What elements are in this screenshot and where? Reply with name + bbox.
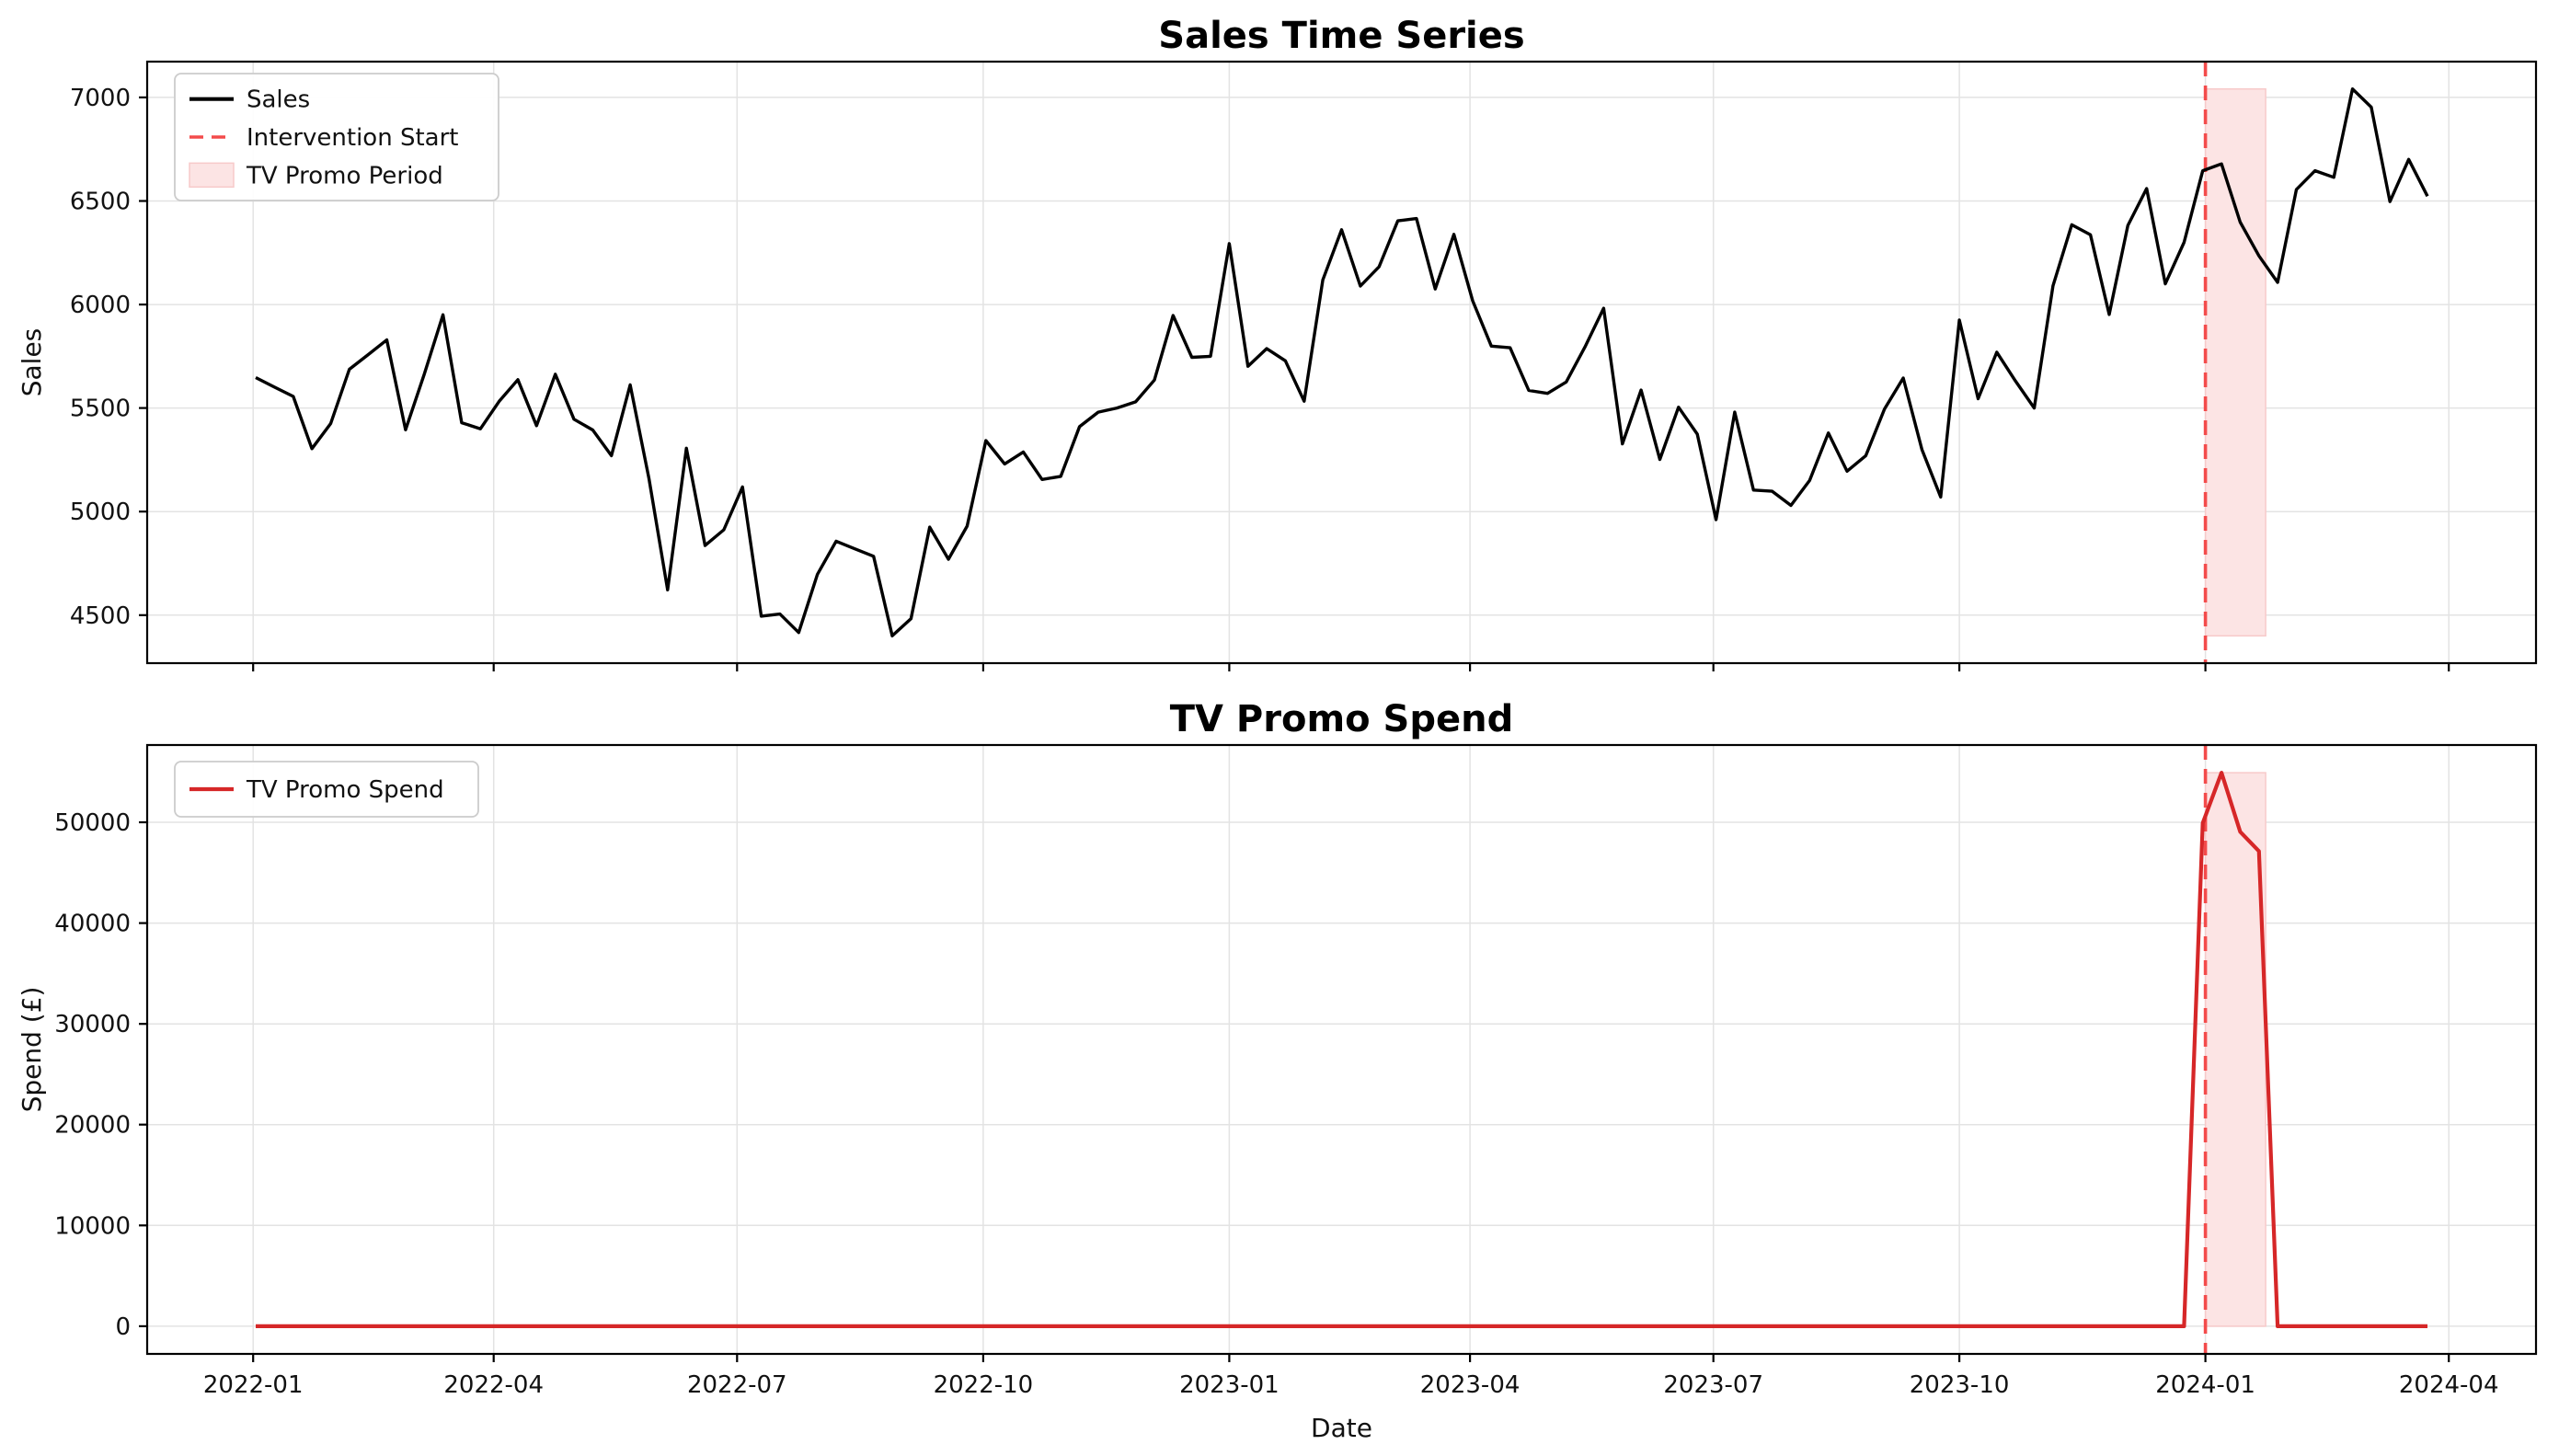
legend-box (174, 73, 499, 201)
plot-border (145, 60, 2538, 665)
y-tick-label: 10000 (54, 1212, 131, 1240)
y-tick-label: 7000 (70, 85, 131, 112)
legend-label: Sales (247, 86, 310, 114)
y-tick-label: 6000 (70, 292, 131, 319)
legend-label: Intervention Start (247, 124, 458, 152)
tv-promo-spend-line (256, 770, 2427, 1329)
tv-promo-period-band (2204, 772, 2266, 1327)
x-tick-label: 2024-04 (2399, 1371, 2499, 1399)
y-tick-label: 50000 (54, 809, 131, 837)
x-tick-label: 2022-04 (443, 1371, 544, 1399)
y-tick-label: 5000 (70, 499, 131, 526)
legend-label: TV Promo Period (246, 162, 443, 189)
y-tick-label: 30000 (54, 1011, 131, 1038)
y-tick-label: 20000 (54, 1112, 131, 1140)
y-tick-label: 0 (115, 1313, 131, 1341)
plot-border (145, 743, 2538, 1356)
y-axis-label: Spend (£) (17, 987, 47, 1113)
x-tick-label: 2023-10 (1910, 1371, 2010, 1399)
legend-label: TV Promo Spend (246, 776, 444, 804)
chart-title: TV Promo Spend (1170, 698, 1513, 740)
y-tick-label: 4500 (70, 602, 131, 630)
x-tick-label: 2023-04 (1420, 1371, 1520, 1399)
legend-box (174, 761, 479, 818)
y-tick-label: 6500 (70, 189, 131, 216)
sales-line (255, 86, 2429, 637)
x-axis-label: Date (1311, 1413, 1372, 1443)
y-axis-label: Sales (17, 328, 47, 397)
x-tick-label: 2022-01 (203, 1371, 304, 1399)
y-tick-label: 40000 (54, 911, 131, 938)
x-tick-label: 2024-01 (2155, 1371, 2255, 1399)
y-tick-label: 5500 (70, 396, 131, 423)
x-tick-label: 2022-07 (687, 1371, 787, 1399)
chart-title: Sales Time Series (1158, 15, 1524, 57)
legend-patch-swatch (189, 162, 235, 189)
x-tick-label: 2023-01 (1179, 1371, 1280, 1399)
x-tick-label: 2022-10 (934, 1371, 1034, 1399)
x-tick-label: 2023-07 (1663, 1371, 1763, 1399)
tv-promo-period-band (2204, 87, 2266, 637)
